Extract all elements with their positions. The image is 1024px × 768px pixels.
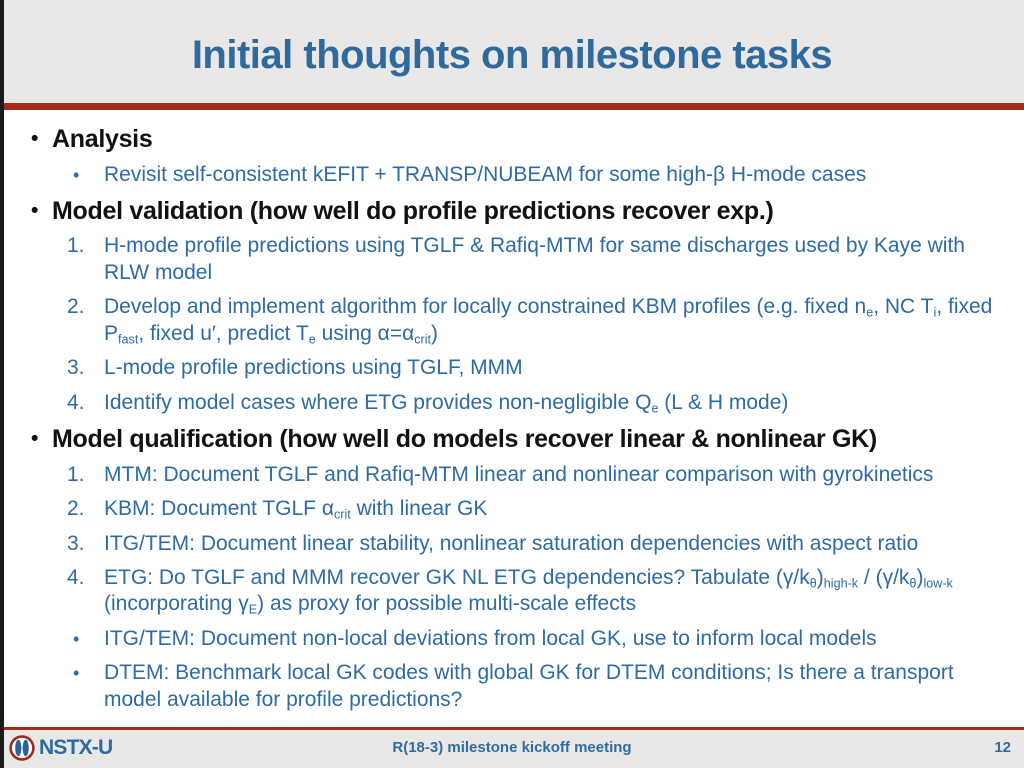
bullet-marker: • — [31, 198, 39, 222]
page-number: 12 — [994, 739, 1011, 756]
section-heading-item: • Analysis — [30, 124, 1002, 155]
item-text: KBM: Document TGLF αcrit with linear GK — [104, 497, 488, 522]
title-divider-rule — [0, 103, 1024, 110]
list-item: • ITG/TEM: Document non-local deviations … — [30, 626, 1002, 652]
item-number: 2. — [67, 295, 85, 319]
section-heading-item: • Model validation (how well do profile p… — [30, 196, 1002, 227]
list-item: 1. MTM: Document TGLF and Rafiq-MTM linea… — [30, 462, 1002, 488]
item-number: 2. — [67, 497, 85, 521]
item-text: Model validation (how well do profile pr… — [52, 196, 774, 225]
list-item: • DTEM: Benchmark local GK codes with glo… — [30, 660, 1002, 713]
item-text: ETG: Do TGLF and MMM recover GK NL ETG d… — [104, 566, 953, 617]
item-text: MTM: Document TGLF and Rafiq-MTM linear … — [104, 462, 934, 486]
list-item: 3. L-mode profile predictions using TGLF,… — [30, 355, 1002, 381]
item-number: 1. — [67, 462, 85, 486]
bullet-marker: • — [31, 127, 39, 150]
nstx-logo-icon — [9, 735, 35, 761]
item-number: 3. — [67, 356, 85, 380]
list-item: • Revisit self-consistent kEFIT + TRANSP/… — [30, 162, 1002, 188]
logo-text: NSTX-U — [39, 736, 113, 759]
list-item: 4. Identify model cases where ETG provide… — [30, 390, 1002, 416]
bullet-marker: • — [73, 628, 80, 649]
list-item: 1. H-mode profile predictions using TGLF … — [30, 233, 1002, 286]
item-text: Model qualification (how well do models … — [52, 425, 877, 454]
item-text: ITG/TEM: Document linear stability, nonl… — [104, 531, 919, 555]
bullet-list: • Analysis • Revisit self-consistent kEFIT … — [30, 124, 1002, 713]
item-number: 1. — [67, 234, 85, 258]
bullet-marker: • — [73, 164, 80, 185]
item-text: Revisit self-consistent kEFIT + TRANSP/N… — [104, 162, 867, 186]
item-text: H-mode profile predictions using TGLF & … — [104, 234, 965, 284]
list-item: 4. ETG: Do TGLF and MMM recover GK NL ETG… — [30, 565, 1002, 618]
item-text: L-mode profile predictions using TGLF, M… — [104, 356, 523, 380]
title-bar: Initial thoughts on milestone tasks — [0, 0, 1024, 103]
item-text: Identify model cases where ETG provides … — [104, 390, 789, 416]
footer-bar: NSTX-U R(18-3) milestone kickoff meeting… — [0, 727, 1024, 768]
bullet-marker: • — [31, 427, 39, 451]
bullet-marker: • — [73, 663, 80, 684]
nstx-logo: NSTX-U — [9, 735, 113, 761]
item-text: Analysis — [52, 125, 153, 153]
item-number: 4. — [67, 390, 85, 414]
slide-left-edge — [0, 0, 4, 768]
item-number: 3. — [67, 531, 85, 555]
item-text: ITG/TEM: Document non-local deviations f… — [104, 626, 877, 650]
list-item: 2. KBM: Document TGLF αcrit with linear G… — [30, 496, 1002, 522]
item-text: Develop and implement algorithm for loca… — [104, 295, 993, 347]
item-number: 4. — [67, 566, 85, 590]
slide-body: • Analysis • Revisit self-consistent kEFIT … — [4, 110, 1024, 727]
list-item: 3. ITG/TEM: Document linear stability, no… — [30, 531, 1002, 557]
list-item: 2. Develop and implement algorithm for lo… — [30, 294, 1002, 347]
section-heading-item: • Model qualification (how well do models… — [30, 424, 1002, 455]
footer-meeting-label: R(18-3) milestone kickoff meeting — [392, 739, 632, 756]
slide-title: Initial thoughts on milestone tasks — [191, 33, 833, 77]
item-text: DTEM: Benchmark local GK codes with glob… — [104, 661, 954, 711]
